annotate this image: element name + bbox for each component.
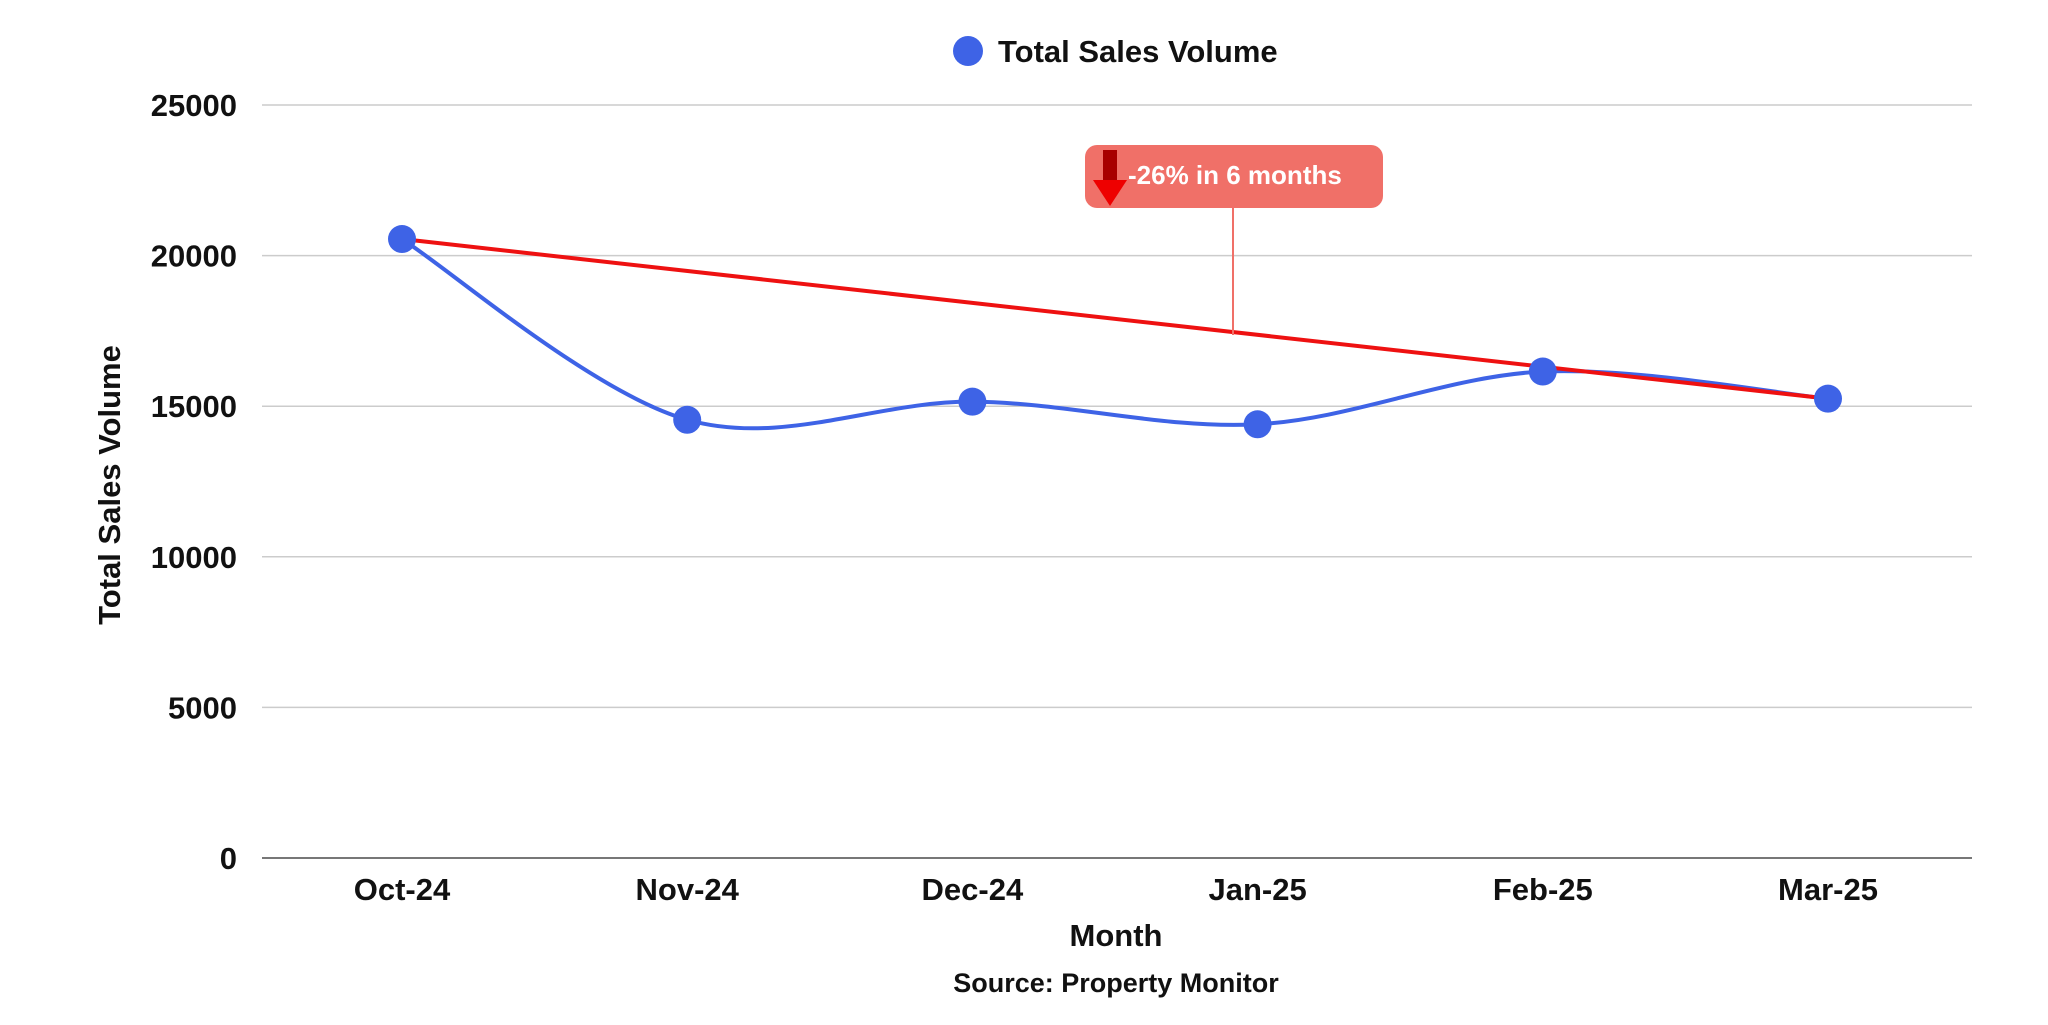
- legend-marker: [953, 36, 983, 66]
- annotation-callout: -26% in 6 months: [1085, 145, 1383, 335]
- data-points: [388, 225, 1842, 439]
- callout-text: -26% in 6 months: [1128, 160, 1342, 190]
- trendline: [401, 237, 1829, 401]
- legend: Total Sales Volume: [953, 34, 1278, 69]
- x-tick-label: Dec-24: [922, 872, 1024, 907]
- gridlines: [262, 104, 1972, 859]
- series-layer: [400, 237, 1829, 431]
- data-point: [673, 405, 702, 434]
- data-point: [1528, 357, 1557, 386]
- x-axis-ticks: Oct-24 Nov-24 Dec-24 Jan-25 Feb-25 Mar-25: [354, 872, 1878, 907]
- y-tick-label: 15000: [151, 389, 237, 424]
- y-axis-title: Total Sales Volume: [92, 345, 127, 625]
- y-tick-label: 25000: [151, 88, 237, 123]
- callout-box: [1085, 145, 1383, 208]
- data-point: [1814, 384, 1842, 413]
- data-point: [958, 387, 987, 416]
- y-tick-label: 0: [220, 841, 237, 876]
- legend-label: Total Sales Volume: [998, 34, 1278, 69]
- x-tick-label: Jan-25: [1208, 872, 1306, 907]
- x-tick-label: Mar-25: [1778, 872, 1878, 907]
- x-tick-label: Nov-24: [636, 872, 740, 907]
- down-arrow-icon: [1093, 150, 1127, 206]
- y-tick-label: 5000: [168, 690, 237, 725]
- y-tick-label: 10000: [151, 540, 237, 575]
- data-point: [1243, 410, 1272, 439]
- y-tick-label: 20000: [151, 239, 237, 274]
- y-axis-ticks: 0 5000 10000 15000 20000 25000: [151, 88, 237, 876]
- data-point: [388, 225, 416, 254]
- x-axis-title: Month: [1070, 918, 1163, 953]
- series-line: [400, 237, 1829, 431]
- trendline-layer: [401, 237, 1829, 401]
- source-label: Source: Property Monitor: [953, 968, 1279, 998]
- x-tick-label: Feb-25: [1493, 872, 1593, 907]
- x-tick-label: Oct-24: [354, 872, 451, 907]
